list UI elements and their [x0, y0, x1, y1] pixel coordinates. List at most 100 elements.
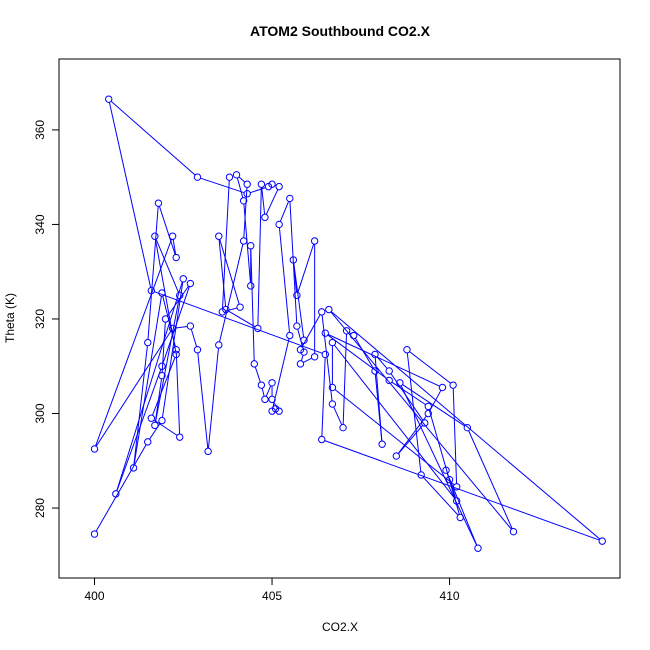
- series-segment: [155, 239, 179, 293]
- series-segment: [218, 239, 227, 307]
- data-point: [144, 338, 152, 347]
- data-point: [339, 423, 347, 432]
- data-point: [296, 345, 305, 354]
- data-point: [268, 180, 276, 188]
- series-segment: [289, 201, 298, 323]
- data-point: [239, 197, 248, 205]
- y-axis: 280 300 320 340 360: [33, 120, 59, 518]
- data-point: [424, 402, 432, 411]
- series-segment: [250, 248, 255, 361]
- series-lines: [95, 100, 601, 546]
- series-segment: [238, 176, 246, 183]
- series-segment: [175, 352, 181, 434]
- series-segment: [133, 296, 162, 465]
- series-segment: [265, 385, 272, 397]
- data-point: [268, 407, 276, 415]
- series-segment: [221, 180, 230, 309]
- data-point: [147, 414, 156, 422]
- data-point: [247, 282, 255, 290]
- data-point: [424, 409, 432, 418]
- data-point: [310, 237, 319, 245]
- data-point: [176, 291, 184, 300]
- data-point: [232, 171, 241, 179]
- data-point: [90, 445, 99, 453]
- data-point: [385, 376, 393, 385]
- data-point: [286, 194, 294, 203]
- series-segment: [327, 334, 387, 379]
- series-segment: [333, 344, 456, 499]
- series-segment: [330, 311, 512, 530]
- data-point: [350, 331, 358, 340]
- data-point: [193, 345, 202, 354]
- data-point: [598, 537, 606, 545]
- series-segment: [265, 189, 279, 215]
- data-point: [144, 438, 152, 446]
- series-segment: [175, 325, 188, 329]
- series-segment: [152, 357, 176, 416]
- series-segment: [300, 354, 304, 361]
- data-point: [417, 471, 425, 479]
- data-point: [442, 466, 450, 474]
- data-point: [247, 242, 255, 250]
- data-point: [261, 213, 269, 222]
- data-point: [168, 232, 177, 240]
- series-segment: [321, 357, 326, 437]
- data-point: [371, 367, 379, 375]
- data-point: [289, 256, 298, 264]
- data-point: [215, 341, 223, 349]
- data-point: [310, 353, 319, 361]
- series-segment: [162, 286, 190, 364]
- data-point: [158, 362, 166, 370]
- series-points: [90, 95, 606, 552]
- data-point: [318, 308, 326, 316]
- data-point: [509, 527, 518, 536]
- series-segment: [324, 440, 600, 541]
- data-point: [193, 173, 202, 181]
- series-segment: [133, 345, 148, 465]
- data-point: [449, 381, 457, 389]
- data-point: [463, 423, 472, 432]
- data-point: [275, 182, 283, 191]
- series-segment: [409, 351, 451, 384]
- data-point: [225, 173, 234, 181]
- series-segment: [301, 314, 321, 348]
- x-axis: 400 405 410: [84, 578, 460, 603]
- series-segment: [161, 322, 166, 373]
- data-point: [392, 452, 401, 460]
- series-segment: [342, 333, 347, 425]
- series-segment: [303, 357, 313, 363]
- series-segment: [391, 381, 426, 406]
- series-segment: [219, 243, 244, 342]
- series-segment: [95, 330, 172, 447]
- series-segment: [197, 352, 209, 449]
- data-point: [321, 350, 329, 359]
- series-segment: [225, 307, 238, 312]
- data-point: [456, 513, 464, 522]
- series-segment: [95, 239, 172, 447]
- data-point: [318, 435, 326, 444]
- data-point: [257, 180, 266, 188]
- series-segment: [402, 384, 465, 427]
- data-point: [154, 199, 163, 207]
- chart-title: ATOM2 Southbound CO2.X: [250, 23, 431, 39]
- y-tick-label: 280: [33, 498, 47, 518]
- data-point: [396, 379, 404, 387]
- series-segment: [243, 203, 251, 283]
- series-segment: [452, 388, 458, 484]
- data-point: [300, 336, 308, 344]
- series-segment: [158, 206, 176, 255]
- y-axis-label: Theta (K): [3, 293, 17, 343]
- series-segment: [354, 338, 374, 369]
- data-point: [105, 95, 113, 103]
- series-segment: [162, 295, 176, 347]
- data-point: [268, 395, 276, 404]
- data-point: [147, 286, 156, 295]
- series-segment: [190, 328, 198, 347]
- series-segment: [334, 389, 455, 486]
- series-segment: [261, 187, 266, 215]
- series-segment: [95, 444, 147, 532]
- data-point: [378, 440, 386, 448]
- series-segment: [278, 227, 290, 333]
